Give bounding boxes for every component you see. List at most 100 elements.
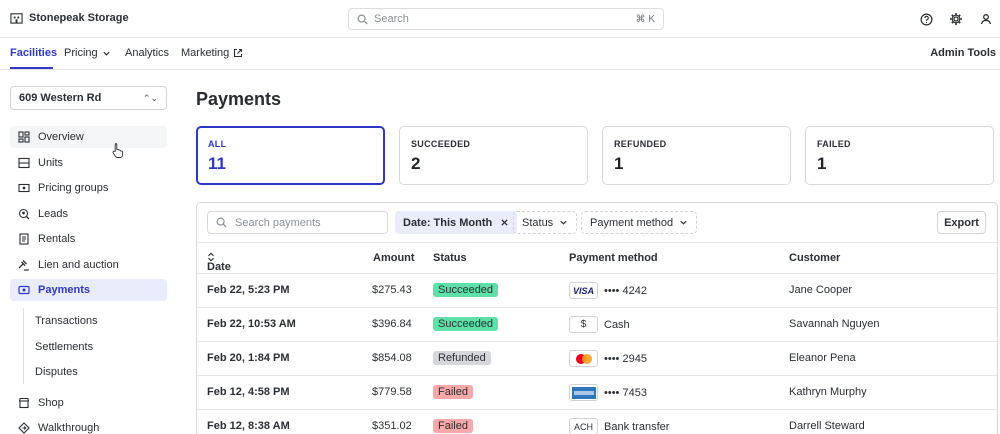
stat-card-succeeded[interactable]: SUCCEEDED 2 (399, 126, 588, 185)
cell-payment-method: VISA •••• 4242 (569, 282, 647, 299)
table-row[interactable]: Feb 12, 4:58 PM $779.58 Failed •••• 7453… (197, 376, 997, 410)
admin-tools-link[interactable]: Admin Tools (930, 47, 996, 59)
sidebar-item-pricing-groups[interactable]: Pricing groups (10, 177, 167, 199)
export-button[interactable]: Export (937, 211, 986, 234)
user-icon[interactable] (978, 11, 994, 27)
stat-label: REFUNDED (614, 139, 667, 149)
cell-date: Feb 20, 1:84 PM (207, 352, 290, 364)
search-icon (216, 217, 227, 228)
sidebar-item-rentals[interactable]: Rentals (10, 228, 167, 250)
table-row[interactable]: Feb 20, 1:84 PM $854.08 Refunded •••• 29… (197, 342, 997, 376)
cell-amount: $854.08 (372, 352, 412, 364)
column-header-payment-method: Payment method (569, 252, 658, 264)
sidebar-item-shop[interactable]: Shop (10, 392, 167, 414)
cell-customer: Eleanor Pena (789, 352, 856, 364)
table-row[interactable]: Feb 12, 8:38 AM $351.02 Failed ACH Bank … (197, 410, 997, 434)
sort-icon (208, 252, 214, 262)
table-header: Date Amount Status Payment method Custom… (197, 243, 997, 274)
search-placeholder: Search payments (235, 216, 321, 229)
search-icon (357, 14, 368, 25)
chevron-updown-icon: ⌃⌄ (142, 92, 158, 103)
gear-icon[interactable] (948, 11, 964, 27)
payment-method-text: •••• 7453 (604, 386, 647, 399)
sidebar-item-label: Rentals (38, 233, 76, 245)
cell-date: Feb 22, 5:23 PM (207, 284, 290, 296)
main-nav: Facilities Pricing Analytics Marketing A… (0, 38, 1000, 70)
gavel-icon (18, 260, 29, 271)
chevron-down-icon (103, 51, 110, 56)
tab-marketing[interactable]: Marketing (181, 47, 243, 59)
shop-icon (18, 397, 30, 409)
stat-value: 1 (817, 154, 827, 173)
payment-method-filter-label: Payment method (590, 216, 674, 229)
cell-amount: $275.43 (372, 284, 412, 296)
cell-amount: $779.58 (372, 386, 412, 398)
stat-value: 2 (411, 154, 421, 173)
global-search-input[interactable]: Search ⌘ K (348, 8, 664, 30)
column-header-date[interactable]: Date (207, 252, 231, 273)
payment-method-text: Cash (604, 318, 630, 331)
sidebar-item-label: Payments (38, 284, 90, 296)
tab-label: Analytics (125, 47, 170, 59)
cell-date: Feb 22, 10:53 AM (207, 318, 296, 330)
ach-icon: ACH (569, 418, 598, 434)
table-row[interactable]: Feb 22, 10:53 AM $396.84 Succeeded $ Cas… (197, 308, 997, 342)
stat-card-all[interactable]: ALL 11 (196, 126, 385, 185)
sidebar-item-units[interactable]: Units (10, 152, 167, 174)
cell-payment-method: •••• 7453 (569, 384, 647, 401)
sidebar-item-walkthrough[interactable]: Walkthrough (10, 417, 167, 434)
payment-method-text: •••• 4242 (604, 284, 647, 297)
stat-card-failed[interactable]: FAILED 1 (805, 126, 994, 185)
date-filter-label: Date: This Month (403, 216, 493, 229)
rentals-icon (19, 233, 29, 245)
sidebar-item-payments[interactable]: Payments (10, 279, 167, 301)
stat-value: 11 (208, 154, 226, 173)
search-payments-input[interactable]: Search payments (207, 211, 388, 234)
payment-method-text: Bank transfer (604, 420, 670, 433)
sidebar-subitem-disputes[interactable]: Disputes (35, 366, 78, 378)
stat-card-refunded[interactable]: REFUNDED 1 (602, 126, 791, 185)
payments-icon (18, 285, 30, 295)
active-tab-indicator (10, 67, 53, 69)
sidebar-subitem-settlements[interactable]: Settlements (35, 341, 94, 353)
column-header-status: Status (433, 252, 467, 264)
status-badge: Failed (433, 419, 473, 433)
sidebar-item-label: Walkthrough (38, 422, 100, 434)
visa-card-icon: VISA (569, 282, 598, 299)
tab-label: Facilities (10, 47, 58, 59)
date-filter-chip[interactable]: Date: This Month (395, 211, 518, 234)
close-icon[interactable] (500, 218, 509, 227)
submenu-guide-line (23, 308, 24, 384)
facility-select[interactable]: 609 Western Rd ⌃⌄ (10, 86, 167, 110)
search-shortcut: ⌘ K (635, 13, 655, 25)
sidebar-item-leads[interactable]: Leads (10, 203, 167, 225)
stat-label: FAILED (817, 139, 851, 149)
status-badge: Succeeded (433, 317, 499, 331)
sidebar-subitem-transactions[interactable]: Transactions (35, 315, 98, 327)
cell-customer: Jane Cooper (789, 284, 852, 296)
sidebar-item-overview[interactable]: Overview (10, 126, 167, 148)
page-title: Payments (196, 89, 282, 109)
tab-facilities[interactable]: Facilities (10, 47, 57, 59)
payment-method-text: •••• 2945 (604, 352, 647, 365)
status-badge: Refunded (433, 351, 491, 365)
column-header-amount: Amount (373, 252, 415, 264)
payment-method-filter[interactable]: Payment method (581, 211, 698, 234)
table-row[interactable]: Feb 22, 5:23 PM $275.43 Succeeded VISA •… (197, 274, 997, 308)
cell-amount: $351.02 (372, 420, 412, 432)
cell-amount: $396.84 (372, 318, 412, 330)
help-icon[interactable] (918, 11, 934, 27)
payments-table: Search payments Date: This Month Status … (196, 202, 998, 434)
status-filter[interactable]: Status (513, 211, 578, 234)
sidebar-item-lien-and-auction[interactable]: Lien and auction (10, 254, 167, 276)
status-badge: Failed (433, 385, 473, 399)
cell-payment-method: •••• 2945 (569, 350, 647, 367)
mastercard-icon (569, 350, 598, 367)
app-brand[interactable]: Stonepeak Storage (10, 11, 129, 24)
cell-customer: Darrell Steward (789, 420, 865, 432)
tab-analytics[interactable]: Analytics (125, 47, 169, 59)
tab-pricing[interactable]: Pricing (64, 47, 111, 59)
grid-icon (18, 131, 30, 143)
column-label: Date (207, 261, 231, 273)
stat-label: ALL (208, 139, 227, 149)
